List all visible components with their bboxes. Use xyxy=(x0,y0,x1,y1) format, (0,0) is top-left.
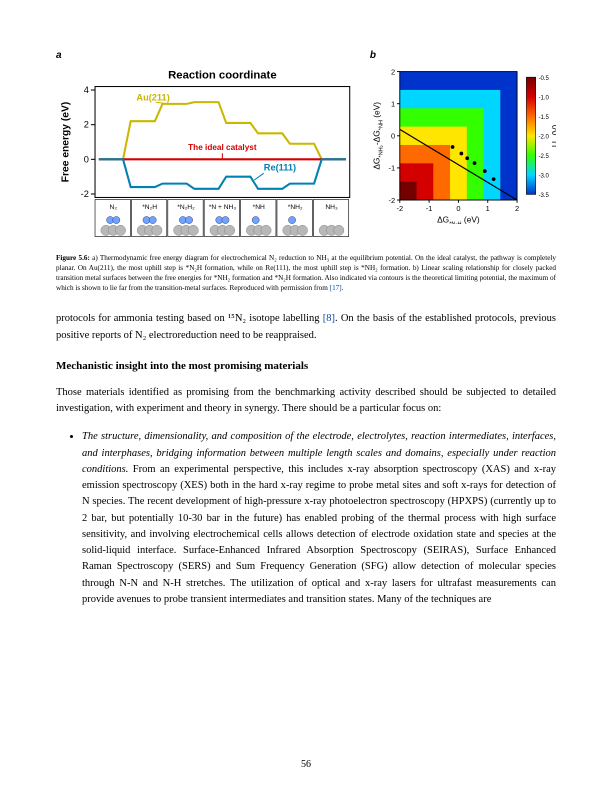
svg-text:-1: -1 xyxy=(388,163,395,172)
scaling-heatmap: -2 -1 0 1 2 -2 -1 0 1 2 ΔG*N₂H (eV) ΔG*NH₂-ΔG*NH (e… xyxy=(370,66,556,224)
svg-text:-3.5: -3.5 xyxy=(538,193,549,199)
svg-text:2: 2 xyxy=(391,67,395,76)
svg-text:*N₂H: *N₂H xyxy=(142,203,157,210)
svg-text:2: 2 xyxy=(84,119,89,129)
svg-text:0: 0 xyxy=(391,131,395,140)
figure-panel-b: b -2 -1 0 1 2 -2 -1 0 1 2 ΔG*N₂H (eV) ΔG*NH₂-ΔG*NH … xyxy=(370,48,556,230)
svg-text:-2: -2 xyxy=(81,189,89,199)
svg-text:-2: -2 xyxy=(396,204,403,213)
svg-text:-2.0: -2.0 xyxy=(538,134,549,140)
svg-text:2: 2 xyxy=(515,204,519,213)
svg-text:N₂: N₂ xyxy=(110,203,118,210)
svg-text:-2: -2 xyxy=(388,195,395,204)
bullet-rest: From an experimental perspective, this i… xyxy=(82,464,556,605)
panel-a-label: a xyxy=(56,48,354,64)
svg-text:-2.5: -2.5 xyxy=(538,154,549,160)
svg-text:ΔG*N₂H (eV): ΔG*N₂H (eV) xyxy=(437,214,480,224)
svg-text:NH₃: NH₃ xyxy=(325,203,338,210)
figure-caption: Figure 5.6: a) Thermodynamic free energy… xyxy=(56,254,556,293)
caption-text: a) Thermodynamic free energy diagram for… xyxy=(56,254,556,291)
figure-panel-a: a Reaction coordinate -2 0 2 4 Free energy (e… xyxy=(56,48,354,246)
body-paragraph-2: Those materials identified as promising … xyxy=(56,385,556,418)
svg-text:*NH₂: *NH₂ xyxy=(288,203,303,210)
body-paragraph-1: protocols for ammonia testing based on ¹… xyxy=(56,311,556,344)
figure-5-6: a Reaction coordinate -2 0 2 4 Free energy (e… xyxy=(56,48,556,246)
caption-bold: Figure 5.6: xyxy=(56,254,90,262)
svg-text:Au(211): Au(211) xyxy=(136,92,169,102)
focus-list: The structure, dimensionality, and compo… xyxy=(56,429,556,608)
svg-text:0: 0 xyxy=(84,154,89,164)
svg-text:The ideal catalyst: The ideal catalyst xyxy=(188,142,257,151)
page-number: 56 xyxy=(0,757,612,773)
p1-b: isotope labelling xyxy=(246,313,323,324)
svg-text:-3.0: -3.0 xyxy=(538,173,549,179)
free-energy-chart: Reaction coordinate -2 0 2 4 Free energy (eV)… xyxy=(56,66,354,241)
svg-text:UL (V): UL (V) xyxy=(550,124,556,147)
svg-text:*N₂H₂: *N₂H₂ xyxy=(177,203,195,210)
svg-text:Re(111): Re(111) xyxy=(264,162,296,172)
svg-text:0: 0 xyxy=(456,204,460,213)
panel-b-label: b xyxy=(370,48,556,64)
p1-citation: [8] xyxy=(323,313,335,324)
svg-text:Free energy (eV): Free energy (eV) xyxy=(60,101,71,181)
svg-text:-1: -1 xyxy=(426,204,433,213)
list-item: The structure, dimensionality, and compo… xyxy=(82,429,556,608)
svg-text:-1.5: -1.5 xyxy=(538,115,549,121)
svg-text:-0.5: -0.5 xyxy=(538,75,549,81)
svg-text:Reaction coordinate: Reaction coordinate xyxy=(168,69,276,81)
svg-text:*NH: *NH xyxy=(253,203,265,210)
svg-text:1: 1 xyxy=(391,99,395,108)
section-heading: Mechanistic insight into the most promis… xyxy=(56,358,556,375)
svg-text:4: 4 xyxy=(84,85,89,95)
p1-isotope: ¹⁵N₂ xyxy=(228,313,246,324)
caption-end: . xyxy=(342,284,344,292)
caption-citation: [17] xyxy=(330,284,342,292)
svg-text:ΔG*NH₂-ΔG*NH (eV): ΔG*NH₂-ΔG*NH (eV) xyxy=(371,101,384,169)
svg-text:1: 1 xyxy=(486,204,490,213)
svg-text:*N + NH₃: *N + NH₃ xyxy=(209,203,237,210)
p1-a: protocols for ammonia testing based on xyxy=(56,313,228,324)
svg-text:-1.0: -1.0 xyxy=(538,95,549,101)
